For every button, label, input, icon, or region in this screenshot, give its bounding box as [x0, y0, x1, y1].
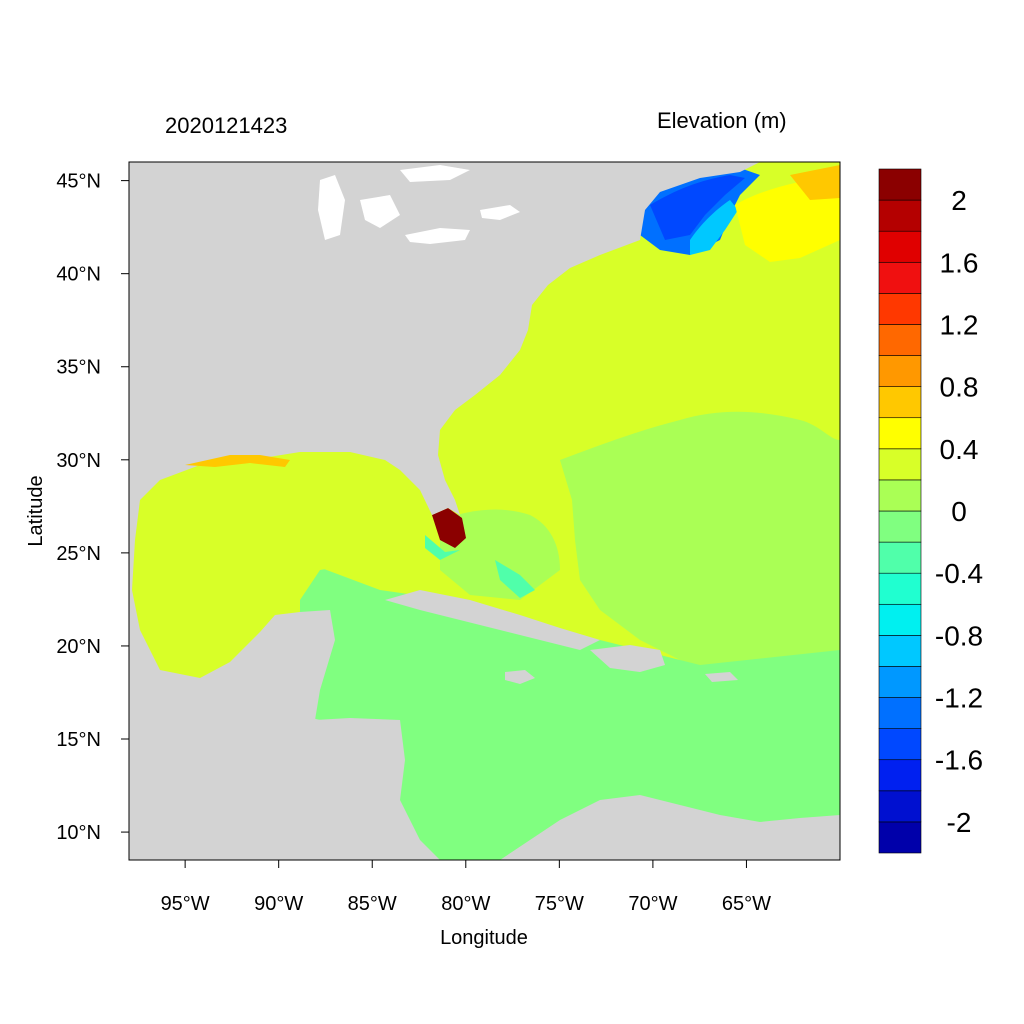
map-frame	[128, 161, 841, 861]
x-tick-label: 85°W	[348, 893, 397, 915]
y-tick-label: 25°N	[56, 543, 101, 565]
colorbar-bin	[878, 199, 922, 232]
time-stamp-label: 2020121423	[165, 113, 288, 138]
great-lakes	[318, 165, 520, 244]
y-tick-label: 15°N	[56, 729, 101, 751]
x-tick-label: 75°W	[535, 893, 584, 915]
colorbar-bin	[878, 479, 922, 512]
colorbar-labels: 2 1.6 1.2 0.8 0.4 0 -0.4 -0.8 -1.2 -1.6 -2	[935, 185, 983, 838]
colorbar	[878, 168, 922, 854]
colorbar-tick-label: 0.4	[940, 434, 979, 465]
colorbar-bin	[878, 324, 922, 356]
y-axis-label: Latitude	[25, 475, 47, 546]
x-axis-ticks: 95°W 90°W 85°W 80°W 75°W 70°W 65°W	[161, 860, 771, 915]
florida-surge	[432, 508, 466, 548]
colorbar-bin	[878, 230, 922, 263]
colorbar-tick-label: 1.2	[940, 309, 979, 340]
y-tick-label: 10°N	[56, 822, 101, 844]
colorbar-tick-label: -1.6	[935, 745, 983, 776]
gulf-of-maine-edge	[690, 200, 738, 255]
bahamas-bank-low	[495, 560, 535, 598]
gulf-of-maine-lower	[650, 175, 745, 240]
colorbar-bin	[878, 603, 922, 636]
x-tick-label: 95°W	[161, 893, 210, 915]
colorbar-bin	[878, 541, 922, 574]
colorbar-bin	[878, 635, 922, 667]
colorbar-bin	[878, 386, 922, 419]
x-axis-label: Longitude	[440, 927, 528, 949]
gulf-of-mexico	[140, 455, 385, 680]
colorbar-bin	[878, 790, 922, 823]
colorbar-bin	[878, 666, 922, 698]
colorbar-bin	[878, 448, 922, 481]
colorbar-tick-label: 1.6	[940, 247, 979, 278]
nova-scotia-higher	[790, 165, 840, 200]
colorbar-tick-label: 2	[951, 185, 967, 216]
land-masses	[129, 162, 840, 860]
y-tick-label: 30°N	[56, 450, 101, 472]
colorbar-bin	[878, 417, 922, 450]
x-tick-label: 65°W	[722, 893, 771, 915]
colorbar-bin	[878, 759, 922, 792]
colorbar-tick-label: -0.8	[935, 620, 983, 651]
x-tick-label: 80°W	[441, 893, 490, 915]
y-tick-label: 20°N	[56, 636, 101, 658]
colorbar-bin	[878, 293, 922, 325]
x-tick-label: 70°W	[628, 893, 677, 915]
colorbar-bin	[878, 697, 922, 729]
colorbar-bin	[878, 355, 922, 387]
colorbar-tick-label: 0	[951, 496, 967, 527]
colorbar-bin	[878, 728, 922, 761]
gulf-coast-surge	[185, 455, 290, 467]
colorbar-tick-label: 0.8	[940, 372, 979, 403]
atlantic-zero-band	[560, 411, 840, 670]
y-axis-ticks: 45°N 40°N 35°N 30°N 25°N 20°N 15°N 10°N	[56, 171, 129, 844]
colorbar-bin	[878, 261, 922, 294]
colorbar-bin	[878, 572, 922, 605]
colorbar-tick-label: -1.2	[935, 683, 983, 714]
colorbar-bin	[878, 821, 922, 854]
x-tick-label: 90°W	[254, 893, 303, 915]
colorbar-tick-label: -2	[947, 807, 972, 838]
colorbar-bin	[878, 510, 922, 543]
bahamas-zero-band	[440, 509, 560, 600]
y-tick-label: 40°N	[56, 264, 101, 286]
colorbar-tick-label: -0.4	[935, 558, 983, 589]
y-tick-label: 45°N	[56, 171, 101, 193]
colorbar-bin	[878, 168, 922, 201]
variable-title: Elevation (m)	[657, 108, 787, 133]
map-panel	[129, 162, 840, 860]
y-tick-label: 35°N	[56, 357, 101, 379]
florida-bay-low	[425, 535, 460, 560]
